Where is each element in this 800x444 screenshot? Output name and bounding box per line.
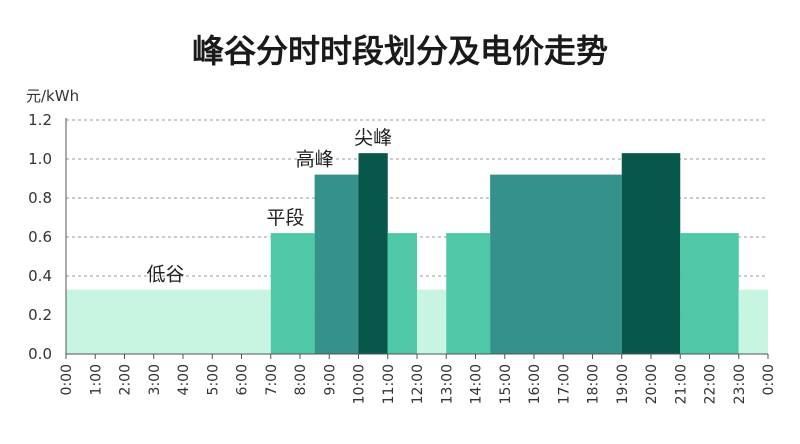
x-tick-label: 0:00 — [59, 364, 75, 395]
x-tick-label: 22:00 — [703, 364, 719, 404]
bar-segment — [680, 233, 739, 354]
chart-title: 峰谷分时时段划分及电价走势 — [191, 32, 608, 70]
bar-segment — [66, 289, 271, 354]
y-tick-label: 0.8 — [28, 189, 52, 207]
x-tick-label: 17:00 — [556, 364, 572, 404]
x-tick-label: 7:00 — [264, 364, 280, 395]
x-tick-label: 10:00 — [352, 364, 368, 404]
y-tick-label: 1.0 — [28, 150, 52, 168]
segment-label: 低谷 — [146, 264, 184, 286]
x-tick-label: 14:00 — [469, 364, 485, 404]
x-tick-label: 19:00 — [615, 364, 631, 404]
x-tick-label: 3:00 — [147, 364, 163, 395]
x-tick-label: 2:00 — [118, 364, 134, 395]
x-tick-label: 4:00 — [176, 364, 192, 395]
x-tick-label: 5:00 — [205, 364, 221, 395]
bars — [66, 153, 768, 354]
y-tick-label: 1.2 — [28, 111, 52, 129]
x-tick-label: 18:00 — [586, 364, 602, 404]
x-tick-label: 15:00 — [498, 364, 514, 404]
x-tick-label: 20:00 — [644, 364, 660, 404]
x-tick-label: 13:00 — [439, 364, 455, 404]
bar-segment — [446, 233, 491, 354]
y-tick-labels: 0.0 0.2 0.4 0.6 0.8 1.0 1.2 — [28, 111, 52, 363]
x-tick-label: 9:00 — [322, 364, 338, 395]
bar-segment — [490, 174, 622, 354]
bar-segment — [358, 153, 388, 354]
segment-label: 平段 — [266, 207, 304, 229]
y-tick-label: 0.0 — [28, 345, 52, 363]
x-tick-label: 1:00 — [88, 364, 104, 395]
y-tick-label: 0.2 — [28, 306, 52, 324]
x-tick-label: 11:00 — [381, 364, 397, 404]
x-tick-label: 0:00 — [761, 364, 777, 395]
x-tick-label: 12:00 — [410, 364, 426, 404]
segment-label: 高峰 — [296, 149, 334, 171]
bar-segment — [270, 233, 315, 354]
bar-segment — [417, 289, 447, 354]
bar-segment — [621, 153, 681, 354]
y-tick-label: 0.4 — [28, 267, 52, 285]
bar-segment — [314, 174, 359, 354]
x-tick-label: 8:00 — [293, 364, 309, 395]
x-tick-label: 23:00 — [732, 364, 748, 404]
segment-label: 尖峰 — [354, 127, 392, 149]
x-tick-label: 21:00 — [673, 364, 689, 404]
x-tick-label: 6:00 — [235, 364, 251, 395]
bar-segment — [387, 233, 417, 354]
y-axis-label: 元/kWh — [26, 87, 79, 105]
x-tick-label: 16:00 — [527, 364, 543, 404]
bar-segment — [738, 289, 768, 354]
x-tick-labels: 0:00 1:00 2:00 3:00 4:00 5:00 6:00 7:00 8:00 9:00… — [59, 354, 777, 404]
y-tick-label: 0.6 — [28, 228, 52, 246]
